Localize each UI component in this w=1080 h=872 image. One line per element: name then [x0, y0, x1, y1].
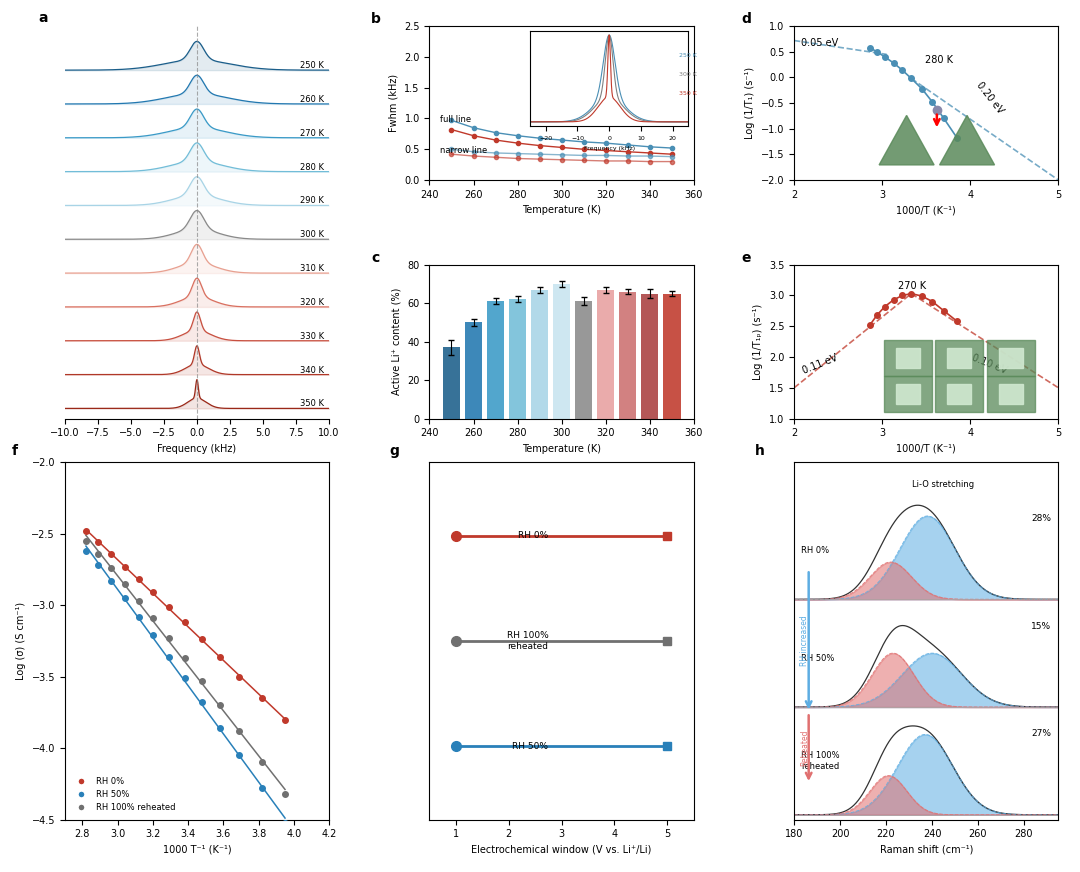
- Legend: RH 0%, RH 50%, RH 100% reheated: RH 0%, RH 50%, RH 100% reheated: [69, 773, 178, 815]
- Text: 27%: 27%: [1031, 729, 1052, 739]
- Bar: [553, 284, 570, 419]
- Text: 350 K: 350 K: [300, 399, 324, 408]
- Y-axis label: Fwhm (kHz): Fwhm (kHz): [389, 74, 399, 133]
- Text: RH increased: RH increased: [800, 616, 809, 666]
- Text: RH 50%: RH 50%: [801, 654, 835, 663]
- X-axis label: Temperature (K): Temperature (K): [522, 444, 602, 453]
- X-axis label: 1000 T⁻¹ (K⁻¹): 1000 T⁻¹ (K⁻¹): [163, 845, 231, 855]
- Text: 0.11 eV: 0.11 eV: [801, 353, 839, 376]
- Bar: [443, 347, 460, 419]
- Y-axis label: Active Li⁺ content (%): Active Li⁺ content (%): [392, 288, 402, 395]
- X-axis label: Temperature (K): Temperature (K): [522, 205, 602, 215]
- Y-axis label: Log (σ) (S cm⁻¹): Log (σ) (S cm⁻¹): [16, 602, 26, 680]
- Text: a: a: [39, 11, 48, 25]
- X-axis label: Raman shift (cm⁻¹): Raman shift (cm⁻¹): [879, 845, 973, 855]
- Text: 280 K: 280 K: [924, 55, 953, 65]
- Text: RH 100%
reheated: RH 100% reheated: [801, 752, 839, 771]
- Text: 330 K: 330 K: [299, 331, 324, 341]
- Text: 290 K: 290 K: [300, 196, 324, 206]
- Text: 320 K: 320 K: [300, 298, 324, 307]
- Text: Reheated: Reheated: [800, 730, 809, 766]
- Bar: [619, 291, 636, 419]
- Text: 280 K: 280 K: [300, 162, 324, 172]
- Text: e: e: [741, 250, 751, 264]
- Bar: [487, 301, 504, 419]
- Text: 340 K: 340 K: [300, 365, 324, 375]
- Y-axis label: Log (1/T₁) (s⁻¹): Log (1/T₁) (s⁻¹): [745, 67, 755, 140]
- Text: 0.20 eV: 0.20 eV: [975, 80, 1005, 115]
- X-axis label: Frequency (kHz): Frequency (kHz): [158, 444, 237, 453]
- Text: 250 K: 250 K: [300, 61, 324, 70]
- Bar: [464, 323, 483, 419]
- Text: 270 K: 270 K: [899, 282, 927, 291]
- Text: 300 K: 300 K: [300, 230, 324, 239]
- Text: b: b: [372, 12, 381, 26]
- Bar: [663, 294, 680, 419]
- Text: 0.10 eV: 0.10 eV: [970, 353, 1009, 376]
- Text: RH 0%: RH 0%: [801, 546, 829, 555]
- Y-axis label: Log (1/T₁ₚ) (s⁻¹): Log (1/T₁ₚ) (s⁻¹): [754, 303, 764, 379]
- Text: RH 0%: RH 0%: [518, 531, 549, 541]
- Text: RH 100%
reheated: RH 100% reheated: [507, 631, 549, 651]
- Text: h: h: [755, 444, 765, 458]
- Text: 0.05 eV: 0.05 eV: [801, 37, 838, 48]
- Text: RH 50%: RH 50%: [512, 741, 549, 751]
- Text: 15%: 15%: [1031, 622, 1052, 630]
- Bar: [640, 294, 659, 419]
- Bar: [575, 301, 593, 419]
- Text: narrow line: narrow line: [441, 146, 488, 155]
- X-axis label: 1000/T (K⁻¹): 1000/T (K⁻¹): [896, 444, 956, 453]
- X-axis label: Electrochemical window (V vs. Li⁺/Li): Electrochemical window (V vs. Li⁺/Li): [471, 845, 652, 855]
- Text: 310 K: 310 K: [300, 264, 324, 273]
- X-axis label: 1000/T (K⁻¹): 1000/T (K⁻¹): [896, 205, 956, 215]
- Bar: [509, 299, 526, 419]
- Text: g: g: [390, 444, 400, 458]
- Text: d: d: [741, 12, 752, 26]
- Text: c: c: [372, 250, 379, 264]
- Text: 270 K: 270 K: [300, 129, 324, 138]
- Text: f: f: [12, 444, 18, 458]
- Text: 260 K: 260 K: [300, 95, 324, 104]
- Text: 28%: 28%: [1031, 514, 1052, 523]
- Bar: [530, 290, 549, 419]
- Text: full line: full line: [441, 115, 472, 124]
- Bar: [597, 290, 615, 419]
- Text: Li-O stretching: Li-O stretching: [913, 480, 974, 488]
